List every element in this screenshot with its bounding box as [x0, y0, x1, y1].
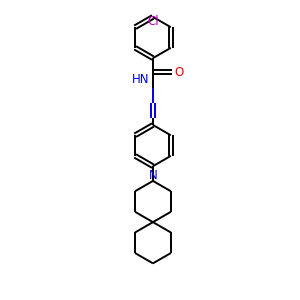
- Text: HN: HN: [132, 74, 149, 86]
- Text: Cl: Cl: [147, 15, 159, 28]
- Text: N: N: [148, 169, 157, 182]
- Text: O: O: [175, 66, 184, 79]
